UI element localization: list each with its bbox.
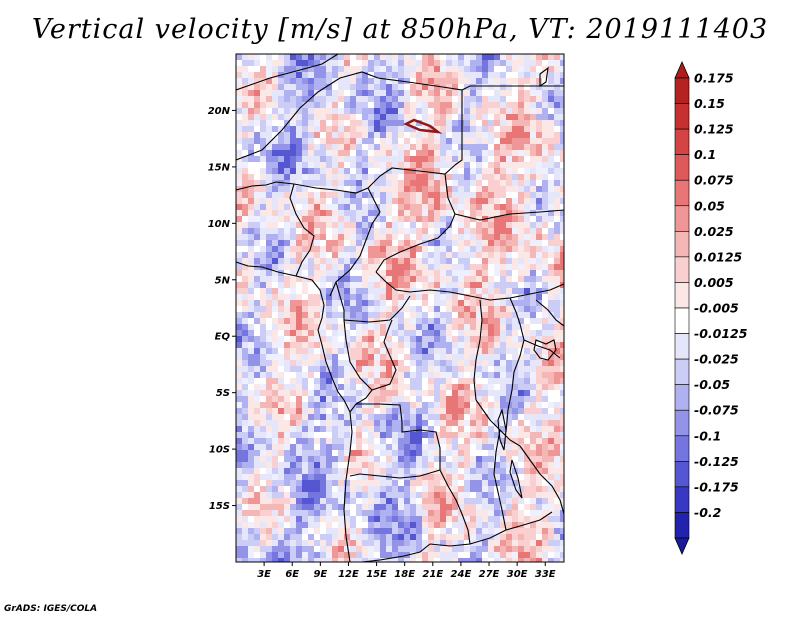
colorbar-swatch [674,486,690,513]
colorbar: 0.175 0.15 0.125 0.1 0.075 0.05 0.025 0.0125 0.0… [674,61,748,555]
colorbar-label: 0.125 [694,122,734,137]
map-title: Vertical velocity [m/s] at 850hPa, VT: 2… [31,14,769,45]
colorbar-label: -0.025 [694,352,739,367]
colorbar-label: -0.175 [694,479,739,494]
colorbar-label: 0.1 [694,147,716,162]
colorbar-swatch [674,154,690,181]
y-tick-label: 5S [216,388,230,399]
colorbar-max-arrow [674,61,690,79]
colorbar-swatch [674,179,690,207]
colorbar-swatch [674,333,690,360]
colorbar-label: -0.1 [694,428,721,443]
x-tick-label: 6E [285,569,299,580]
colorbar-label: -0.2 [694,505,721,520]
colorbar-swatch [674,205,690,232]
velocity-field [236,54,564,562]
colorbar-swatch [674,358,690,385]
x-tick-label: 3E [257,569,271,580]
x-tick-label: 33E [535,569,556,580]
x-tick-label: 21E [422,569,443,580]
y-tick-label: 5N [215,275,231,286]
colorbar-swatch [674,282,690,309]
colorbar-label: 0.15 [694,96,725,111]
colorbar-label: -0.05 [694,377,730,392]
y-tick-label: 15N [208,162,231,173]
colorbar-swatch [674,461,690,488]
colorbar-swatch [674,103,690,130]
y-tick-label: 20N [208,106,231,117]
colorbar-label: 0.05 [694,198,725,213]
colorbar-label: -0.0125 [694,326,748,341]
colorbar-label: 0.075 [694,173,734,188]
colorbar-min-arrow [674,537,690,555]
colorbar-label: -0.075 [694,403,739,418]
x-tick-label: 24E [451,569,472,580]
x-tick-label: 9E [313,569,327,580]
x-tick-label: 27E [479,569,500,580]
x-tick-label: 18E [394,569,415,580]
colorbar-label: 0.005 [694,275,734,290]
x-tick-label: 12E [338,569,359,580]
y-tick-label: 10S [209,445,230,456]
colorbar-swatch [674,512,690,539]
y-tick-label: 15S [209,501,230,512]
colorbar-swatch [674,256,690,283]
colorbar-swatch [674,77,690,104]
colorbar-label: 0.175 [694,71,734,86]
y-tick-label: EQ [215,332,231,343]
x-tick-label: 15E [366,569,387,580]
colorbar-label: 0.025 [694,224,734,239]
map-axes: 20N 15N 10N 5N EQ 5S 10S 15S 3E 6E 9E 12E 15E 18E 21E 2… [208,53,565,580]
colorbar-swatch [674,435,690,462]
colorbar-swatch [674,384,690,411]
x-tick-label: 30E [507,569,528,580]
colorbar-swatch [674,409,690,437]
colorbar-swatch [674,128,690,155]
y-tick-label: 10N [208,219,231,230]
colorbar-swatch [674,231,690,258]
grads-credit: GrADS: IGES/COLA [4,604,98,614]
colorbar-label: 0.0125 [694,249,743,264]
map-frame [235,53,565,563]
country-borders [236,54,564,562]
colorbar-label: -0.005 [694,301,739,316]
colorbar-swatch [674,307,690,334]
colorbar-label: -0.125 [694,454,739,469]
